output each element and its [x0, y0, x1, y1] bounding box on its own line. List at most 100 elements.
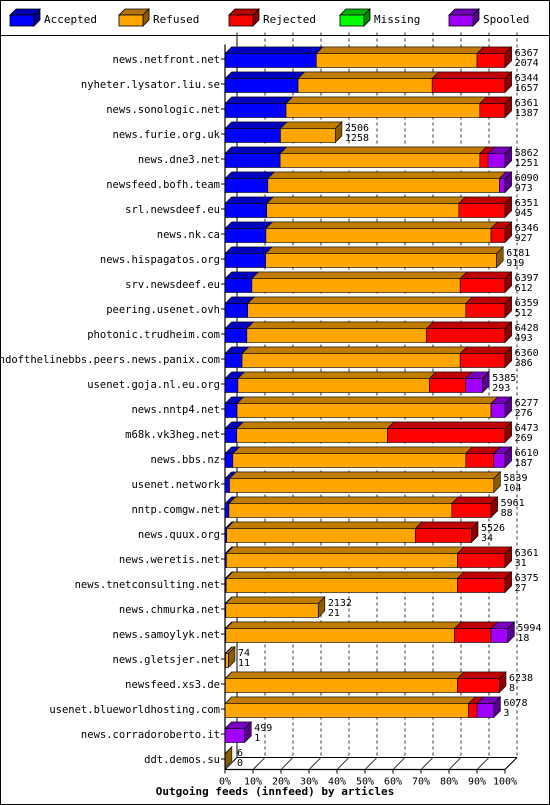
floor-tick-diag	[476, 757, 490, 770]
bar-segment-refused	[246, 296, 474, 318]
row-label: news.hispagatos.org	[100, 254, 220, 266]
bar-segment-refused	[297, 71, 440, 93]
row-label: photonic.trudheim.com	[87, 329, 220, 341]
bar-segment-refused	[279, 121, 343, 143]
bar-end-face	[490, 496, 498, 519]
total-label: 6238	[509, 673, 533, 684]
bar-segment-refused	[236, 396, 499, 418]
accepted-label: 927	[515, 233, 533, 244]
bar-segment-accepted	[224, 121, 288, 143]
accepted-label: 919	[506, 258, 524, 269]
row-label: news.furie.org.uk	[113, 129, 221, 141]
legend-item-spooled: Spooled	[448, 8, 529, 27]
bar-end-face	[504, 546, 512, 569]
row-label: news.tnetconsulting.net	[75, 579, 220, 591]
bar-segment-refused	[225, 621, 462, 643]
bar-segment-accepted	[224, 371, 246, 393]
accepted-label: 88	[501, 508, 513, 519]
bar-segment-accepted	[224, 346, 250, 368]
bar-end-face	[504, 571, 512, 594]
accepted-label: 1258	[345, 133, 369, 144]
row-label: news.chmurka.net	[119, 604, 220, 616]
bar-end-face	[504, 321, 512, 344]
total-label: 6359	[515, 298, 539, 309]
legend-label-accepted: Accepted	[44, 13, 97, 26]
bar-segment-rejected	[476, 46, 513, 68]
bar-end-face	[504, 446, 512, 469]
row-label: usenet.blueworldhosting.com	[49, 704, 220, 716]
bar-end-face	[504, 171, 512, 194]
total-label: 6351	[515, 198, 539, 209]
floor-tick-diag	[308, 757, 322, 770]
bar-segment-accepted	[224, 46, 324, 68]
bar-segment-rejected	[465, 446, 502, 468]
total-label: 6361	[515, 548, 539, 559]
bar-segment-refused	[236, 421, 395, 443]
total-label: 6277	[515, 398, 539, 409]
legend-label-missing: Missing	[374, 13, 420, 26]
accepted-label: 493	[515, 333, 533, 344]
x-tick-label: 60%	[384, 777, 402, 788]
bar-segment-refused	[279, 146, 488, 168]
bar-segment-accepted	[224, 221, 274, 243]
x-tick-label: 30%	[300, 777, 318, 788]
legend-swatch-spooled	[448, 14, 474, 27]
bar-end-face	[496, 246, 504, 269]
row-label: news.bbs.nz	[150, 454, 220, 466]
total-label: 6360	[515, 348, 539, 359]
bar-end-face	[499, 671, 507, 694]
bar-segment-accepted	[224, 246, 273, 268]
x-tick-label: 40%	[328, 777, 346, 788]
x-tick-label: 0%	[219, 777, 231, 788]
row-label: srl.newsdeef.eu	[125, 204, 220, 216]
bar-row-endofthelinebbs-peers-news-panix-com: endofthelinebbs.peers.news.panix.com 6360…	[0, 346, 539, 369]
bar-segment-rejected	[459, 346, 513, 368]
accepted-label: 612	[515, 283, 533, 294]
bar-segment-rejected	[456, 671, 507, 693]
total-label: 6346	[515, 223, 539, 234]
bar-segment-accepted	[224, 71, 306, 93]
accepted-label: 512	[515, 308, 533, 319]
bar-segment-refused	[232, 446, 474, 468]
floor-tick-diag	[336, 757, 350, 770]
accepted-label: 8	[509, 683, 515, 694]
bar-segment-accepted	[224, 96, 294, 118]
x-tick-label: 70%	[412, 777, 430, 788]
bar-segment-refused	[315, 46, 485, 68]
row-label: news.nk.ca	[157, 229, 220, 241]
total-label: 5862	[515, 148, 539, 159]
x-tick-label: 20%	[272, 777, 290, 788]
accepted-label: 269	[515, 433, 533, 444]
total-label: 6610	[515, 448, 539, 459]
total-label: 6473	[515, 423, 539, 434]
floor-tick-diag	[280, 757, 294, 770]
row-label: ddt.demos.su	[144, 754, 220, 766]
bar-segment-accepted	[224, 396, 245, 418]
row-label: news.sonologic.net	[106, 104, 220, 116]
floor-tick-diag	[448, 757, 462, 770]
accepted-label: 18	[517, 633, 529, 644]
legend-label-refused: Refused	[153, 13, 199, 26]
bar-segment-rejected	[431, 71, 513, 93]
bar-segment-spooled	[224, 721, 252, 743]
total-label: 5839	[503, 473, 527, 484]
total-label: 5994	[517, 623, 541, 634]
x-tick-label: 50%	[356, 777, 374, 788]
bar-segment-accepted	[224, 146, 288, 168]
bar-end-face	[504, 71, 512, 94]
bar-end-face	[228, 646, 236, 669]
row-label: news.corradoroberto.it	[81, 729, 220, 741]
